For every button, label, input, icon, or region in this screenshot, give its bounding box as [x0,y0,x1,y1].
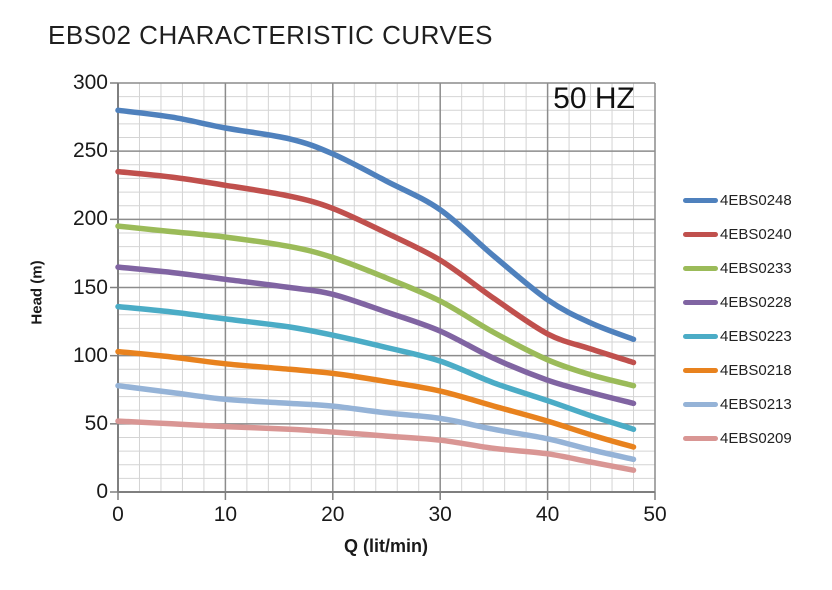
legend-swatch-icon [683,197,718,203]
legend-swatch-icon [683,333,718,339]
y-tick-label: 0 [96,480,108,503]
x-tick-label: 40 [535,503,560,526]
y-axis-label: Head (m) [28,260,46,325]
y-tick-label: 100 [72,343,108,367]
legend-item: 4EBS0213 [683,393,792,415]
y-tick-label: 150 [72,275,108,299]
legend-swatch-icon [683,231,718,237]
legend-item: 4EBS0233 [683,257,792,279]
series-line-4EBS0209 [115,418,637,473]
legend-swatch-icon [683,299,718,305]
legend-item: 4EBS0248 [683,189,792,211]
y-tick-label: 250 [72,139,108,163]
x-tick-label: 30 [428,503,452,526]
chart-title: EBS02 CHARACTERISTIC CURVES [48,20,494,50]
series-line-4EBS0233 [115,223,637,389]
legend-swatch-icon [683,401,718,407]
legend-item: 4EBS0240 [683,223,792,245]
x-tick-label: 0 [112,503,124,526]
legend-label: 4EBS0209 [720,429,792,447]
legend-label: 4EBS0218 [720,361,792,379]
legend-item: 4EBS0223 [683,325,792,347]
x-axis-label: Q (lit/min) [344,536,428,556]
series-line-4EBS0240 [115,168,637,366]
legend-item: 4EBS0228 [683,291,792,313]
series-line-4EBS0223 [115,303,637,433]
x-tick-label: 10 [213,503,238,526]
legend-label: 4EBS0248 [720,191,792,209]
legend-swatch-icon [683,265,718,271]
y-tick-label: 200 [72,207,108,231]
y-tick-label: 300 [72,71,108,94]
frequency-annotation: 50 HZ [553,82,635,115]
series-line-4EBS0218 [115,348,637,450]
legend-item: 4EBS0209 [683,427,792,449]
legend: 4EBS0248 4EBS0240 4EBS0233 4EBS0228 4EBS0223… [683,189,792,461]
y-tick-label: 50 [84,411,108,435]
legend-swatch-icon [683,435,718,441]
series-line-4EBS0248 [115,107,637,343]
legend-label: 4EBS0233 [720,259,792,277]
legend-label: 4EBS0213 [720,395,792,413]
legend-label: 4EBS0240 [720,225,792,243]
series-line-4EBS0228 [115,264,637,407]
legend-label: 4EBS0223 [720,327,792,345]
legend-label: 4EBS0228 [720,293,792,311]
x-tick-label: 50 [643,503,667,526]
series-line-4EBS0213 [115,382,637,463]
legend-swatch-icon [683,367,718,373]
x-tick-label: 20 [321,503,345,526]
legend-item: 4EBS0218 [683,359,792,381]
